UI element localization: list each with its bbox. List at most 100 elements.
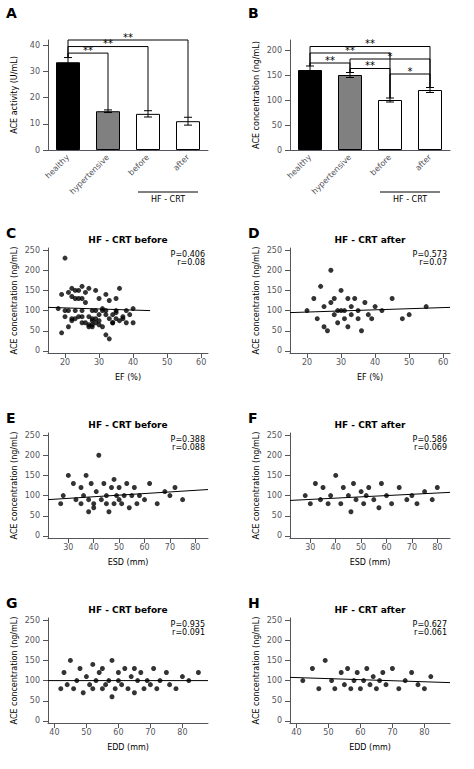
svg-text:E: E [6,410,16,426]
svg-text:ACE activity (U/mL): ACE activity (U/mL) [10,56,19,134]
svg-text:40: 40 [49,728,59,737]
svg-text:20: 20 [302,358,312,367]
svg-text:HF - CRT before: HF - CRT before [88,605,167,615]
svg-text:250: 250 [267,616,282,625]
svg-text:150: 150 [267,471,282,480]
svg-text:40: 40 [89,543,99,552]
svg-text:100: 100 [267,96,282,105]
svg-text:40: 40 [128,358,138,367]
svg-text:ESD (mm): ESD (mm) [108,558,149,567]
svg-text:50: 50 [30,696,40,705]
svg-text:30: 30 [30,67,40,76]
svg-text:50: 50 [30,326,40,335]
svg-text:*: * [408,66,413,77]
svg-text:250: 250 [25,431,40,440]
svg-text:**: ** [365,60,375,71]
svg-text:50: 50 [323,728,333,737]
svg-text:ACE concentration (ng/mL): ACE concentration (ng/mL) [252,617,261,725]
svg-text:healthy: healthy [286,153,314,181]
svg-text:10: 10 [30,119,40,128]
svg-text:60: 60 [113,728,123,737]
svg-text:0: 0 [35,346,40,355]
svg-text:200: 200 [25,266,40,275]
svg-text:20: 20 [60,358,70,367]
svg-text:50: 50 [30,511,40,520]
svg-text:0: 0 [35,716,40,725]
svg-text:r=0.061: r=0.061 [414,628,447,637]
svg-text:70: 70 [165,543,175,552]
svg-text:0: 0 [35,531,40,540]
svg-text:50: 50 [272,696,282,705]
svg-text:HF - CRT: HF - CRT [393,195,427,204]
svg-text:250: 250 [267,431,282,440]
svg-text:50: 50 [162,358,172,367]
svg-text:50: 50 [114,543,124,552]
svg-text:80: 80 [432,543,442,552]
svg-text:20: 20 [30,93,40,102]
svg-text:ACE concentration (ng/mL): ACE concentration (ng/mL) [10,617,19,725]
svg-text:40: 40 [370,358,380,367]
svg-text:200: 200 [267,636,282,645]
svg-text:**: ** [365,38,375,49]
svg-text:80: 80 [177,728,187,737]
svg-text:D: D [248,225,260,241]
svg-text:HF - CRT before: HF - CRT before [88,235,167,245]
svg-text:H: H [248,595,260,611]
svg-text:C: C [6,225,16,241]
svg-text:after: after [171,152,191,172]
svg-text:ESD (mm): ESD (mm) [350,558,391,567]
svg-text:**: ** [123,32,133,43]
svg-text:r=0.08: r=0.08 [177,258,205,267]
svg-text:30: 30 [63,543,73,552]
svg-text:0: 0 [277,346,282,355]
svg-text:0: 0 [277,146,282,155]
svg-text:100: 100 [267,491,282,500]
svg-text:HF - CRT: HF - CRT [151,195,185,204]
svg-text:HF - CRT after: HF - CRT after [335,420,406,430]
svg-text:ACE concentration (ng/mL): ACE concentration (ng/mL) [252,432,261,540]
svg-text:30: 30 [305,543,315,552]
svg-text:80: 80 [419,728,429,737]
svg-text:40: 40 [30,41,40,50]
svg-text:60: 60 [381,543,391,552]
svg-text:200: 200 [267,451,282,460]
svg-text:50: 50 [272,326,282,335]
svg-text:0: 0 [35,146,40,155]
svg-text:ACE concentration (ng/mL): ACE concentration (ng/mL) [10,432,19,540]
svg-text:HF - CRT before: HF - CRT before [88,420,167,430]
svg-text:60: 60 [355,728,365,737]
svg-text:before: before [127,153,152,178]
svg-text:250: 250 [25,246,40,255]
svg-text:200: 200 [25,636,40,645]
svg-text:ACE concentration (ng/mL): ACE concentration (ng/mL) [252,247,261,355]
svg-text:0: 0 [277,531,282,540]
svg-text:250: 250 [25,616,40,625]
svg-text:hypertensive: hypertensive [310,153,353,196]
svg-text:HF - CRT after: HF - CRT after [335,235,406,245]
svg-text:200: 200 [267,46,282,55]
svg-text:EF (%): EF (%) [115,373,141,382]
svg-text:70: 70 [387,728,397,737]
svg-text:0: 0 [277,716,282,725]
svg-text:r=0.07: r=0.07 [419,258,447,267]
svg-text:250: 250 [267,246,282,255]
svg-text:hypertensive: hypertensive [68,153,111,196]
svg-text:50: 50 [356,543,366,552]
svg-text:150: 150 [267,286,282,295]
svg-text:before: before [369,153,394,178]
svg-text:60: 60 [438,358,448,367]
svg-text:100: 100 [25,676,40,685]
svg-text:50: 50 [404,358,414,367]
svg-text:after: after [413,152,433,172]
svg-text:50: 50 [272,121,282,130]
svg-text:150: 150 [25,656,40,665]
svg-text:G: G [6,595,18,611]
svg-text:ACE concentration (ng/mL): ACE concentration (ng/mL) [252,41,261,149]
svg-text:150: 150 [267,656,282,665]
svg-text:150: 150 [267,71,282,80]
svg-text:60: 60 [139,543,149,552]
svg-text:F: F [248,410,258,426]
svg-text:healthy: healthy [44,153,72,181]
svg-text:100: 100 [267,676,282,685]
svg-text:A: A [6,5,17,21]
